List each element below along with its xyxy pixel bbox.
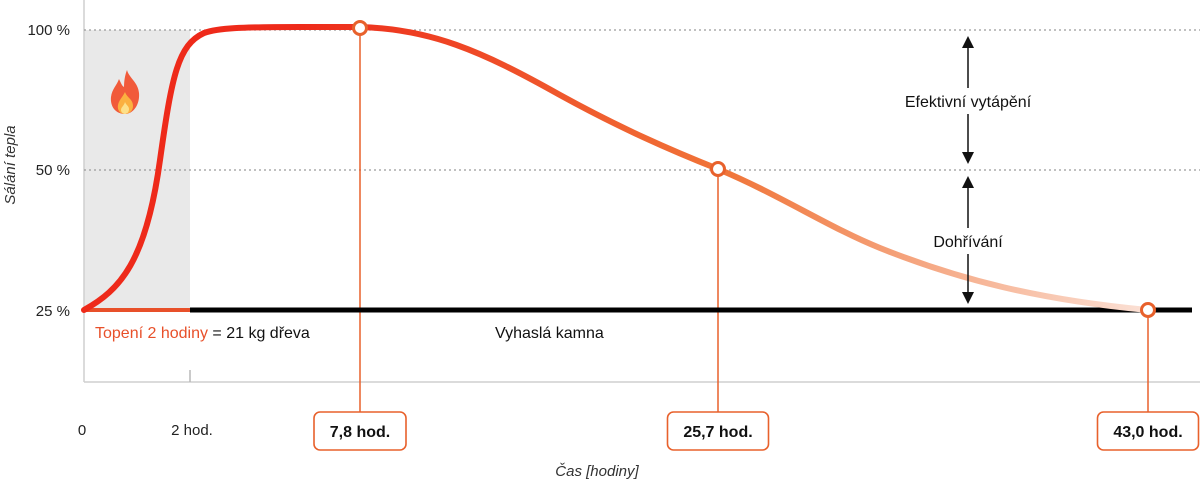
time-callout-label: 7,8 hod. [330,424,390,441]
y-tick-label: 50 % [36,162,70,179]
y-axis-title: Sálání tepla [2,125,19,204]
x-tick-label: 2 hod. [171,422,213,439]
data-point-marker [710,161,726,177]
marker-layer [352,20,1156,318]
label-bg [890,88,1048,114]
x-axis-title: Čas [hodiny] [555,463,639,480]
y-tick-label: 100 % [27,22,70,39]
extinguished-label: Vyhaslá kamna [495,325,604,342]
data-point-marker [1140,302,1156,318]
time-callout-label: 43,0 hod. [1113,424,1182,441]
fire-icon [110,70,140,114]
label-bg [924,228,1012,254]
heating-highlight-text: Topení 2 hodiny [95,325,208,342]
effective-heating-label: Efektivní vytápění [905,94,1032,111]
time-callout-box [313,411,407,451]
callout-layer: 7,8 hod. 25,7 hod. 43,0 hod. [313,411,1200,451]
heating-duration-label: Topení 2 hodiny = 21 kg dřeva [95,325,310,342]
time-callout-label: 25,7 hod. [683,424,752,441]
afterheating-label: Dohřívání [933,234,1003,251]
time-callout-box [1096,411,1200,451]
data-point-marker [352,20,368,36]
flame-core [121,102,129,114]
heat-radiation-curve [81,24,1151,313]
x-tick-label: 0 [78,422,86,439]
y-tick-label: 25 % [36,303,70,320]
heating-wood-text: = 21 kg dřeva [208,325,310,342]
time-callout-box [666,411,770,451]
